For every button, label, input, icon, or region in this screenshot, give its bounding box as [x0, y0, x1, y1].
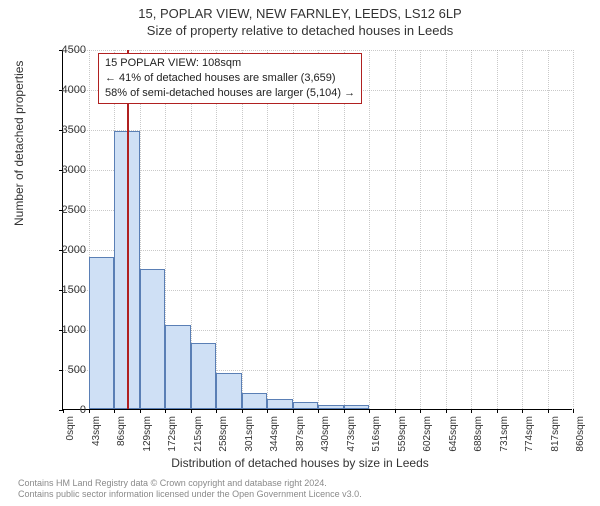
xtick-label: 817sqm	[550, 416, 561, 452]
histogram-bar	[267, 399, 293, 409]
xtick-label: 387sqm	[295, 416, 306, 452]
gridline-v	[216, 50, 217, 409]
xtick-mark	[497, 409, 498, 413]
ytick-label: 1500	[46, 284, 86, 296]
annotation-box: 15 POPLAR VIEW: 108sqm ← 41% of detached…	[98, 53, 362, 104]
ytick-label: 4000	[46, 84, 86, 96]
xtick-label: 774sqm	[524, 416, 535, 452]
xtick-label: 645sqm	[448, 416, 459, 452]
ytick-label: 500	[46, 364, 86, 376]
xtick-label: 0sqm	[65, 416, 76, 440]
ytick-label: 1000	[46, 324, 86, 336]
plot-area	[62, 50, 572, 410]
gridline-v	[344, 50, 345, 409]
xtick-mark	[293, 409, 294, 413]
gridline-v	[242, 50, 243, 409]
annotation-line3: 58% of semi-detached houses are larger (…	[105, 86, 355, 101]
ytick-label: 3000	[46, 164, 86, 176]
histogram-bar	[293, 402, 319, 409]
xtick-mark	[89, 409, 90, 413]
histogram-bar	[242, 393, 268, 409]
xtick-mark	[140, 409, 141, 413]
reference-line	[127, 50, 129, 409]
histogram-bar	[216, 373, 242, 409]
ytick-label: 4500	[46, 44, 86, 56]
xtick-label: 215sqm	[193, 416, 204, 452]
chart-title-line1: 15, POPLAR VIEW, NEW FARNLEY, LEEDS, LS1…	[0, 6, 600, 21]
histogram-bar	[89, 257, 115, 409]
gridline-v	[293, 50, 294, 409]
histogram-bar	[344, 405, 370, 409]
gridline-v	[522, 50, 523, 409]
footer-line2: Contains public sector information licen…	[18, 489, 362, 500]
y-axis-label: Number of detached properties	[12, 61, 26, 226]
histogram-bar	[165, 325, 191, 409]
xtick-mark	[548, 409, 549, 413]
xtick-label: 86sqm	[116, 416, 127, 446]
histogram-bar	[140, 269, 166, 409]
xtick-label: 301sqm	[244, 416, 255, 452]
histogram-bar	[318, 405, 344, 409]
xtick-mark	[369, 409, 370, 413]
gridline-v	[267, 50, 268, 409]
xtick-mark	[165, 409, 166, 413]
xtick-mark	[573, 409, 574, 413]
ytick-label: 0	[46, 404, 86, 416]
xtick-label: 602sqm	[422, 416, 433, 452]
xtick-mark	[344, 409, 345, 413]
xtick-label: 258sqm	[218, 416, 229, 452]
xtick-mark	[267, 409, 268, 413]
gridline-v	[471, 50, 472, 409]
gridline-v	[497, 50, 498, 409]
xtick-label: 516sqm	[371, 416, 382, 452]
gridline-v	[369, 50, 370, 409]
footer-line1: Contains HM Land Registry data © Crown c…	[18, 478, 362, 489]
xtick-label: 172sqm	[167, 416, 178, 452]
footer: Contains HM Land Registry data © Crown c…	[18, 478, 362, 501]
xtick-mark	[242, 409, 243, 413]
xtick-mark	[395, 409, 396, 413]
ytick-label: 2500	[46, 204, 86, 216]
xtick-label: 860sqm	[575, 416, 586, 452]
xtick-label: 344sqm	[269, 416, 280, 452]
xtick-label: 559sqm	[397, 416, 408, 452]
annotation-line2: ← 41% of detached houses are smaller (3,…	[105, 71, 355, 86]
gridline-v	[318, 50, 319, 409]
xtick-label: 731sqm	[499, 416, 510, 452]
ytick-label: 2000	[46, 244, 86, 256]
annotation-line1: 15 POPLAR VIEW: 108sqm	[105, 56, 355, 71]
xtick-label: 473sqm	[346, 416, 357, 452]
xtick-label: 688sqm	[473, 416, 484, 452]
xtick-mark	[216, 409, 217, 413]
chart-title-line2: Size of property relative to detached ho…	[0, 23, 600, 38]
xtick-mark	[114, 409, 115, 413]
xtick-mark	[522, 409, 523, 413]
ytick-label: 3500	[46, 124, 86, 136]
gridline-v	[446, 50, 447, 409]
xtick-mark	[446, 409, 447, 413]
xtick-mark	[191, 409, 192, 413]
gridline-v	[573, 50, 574, 409]
xtick-mark	[420, 409, 421, 413]
xtick-label: 43sqm	[91, 416, 102, 446]
xtick-label: 129sqm	[142, 416, 153, 452]
x-axis-label: Distribution of detached houses by size …	[0, 456, 600, 470]
xtick-mark	[318, 409, 319, 413]
histogram-bar	[191, 343, 217, 409]
xtick-mark	[471, 409, 472, 413]
xtick-label: 430sqm	[320, 416, 331, 452]
plot-container: 15 POPLAR VIEW: 108sqm ← 41% of detached…	[62, 50, 572, 410]
gridline-v	[548, 50, 549, 409]
gridline-v	[420, 50, 421, 409]
gridline-v	[395, 50, 396, 409]
